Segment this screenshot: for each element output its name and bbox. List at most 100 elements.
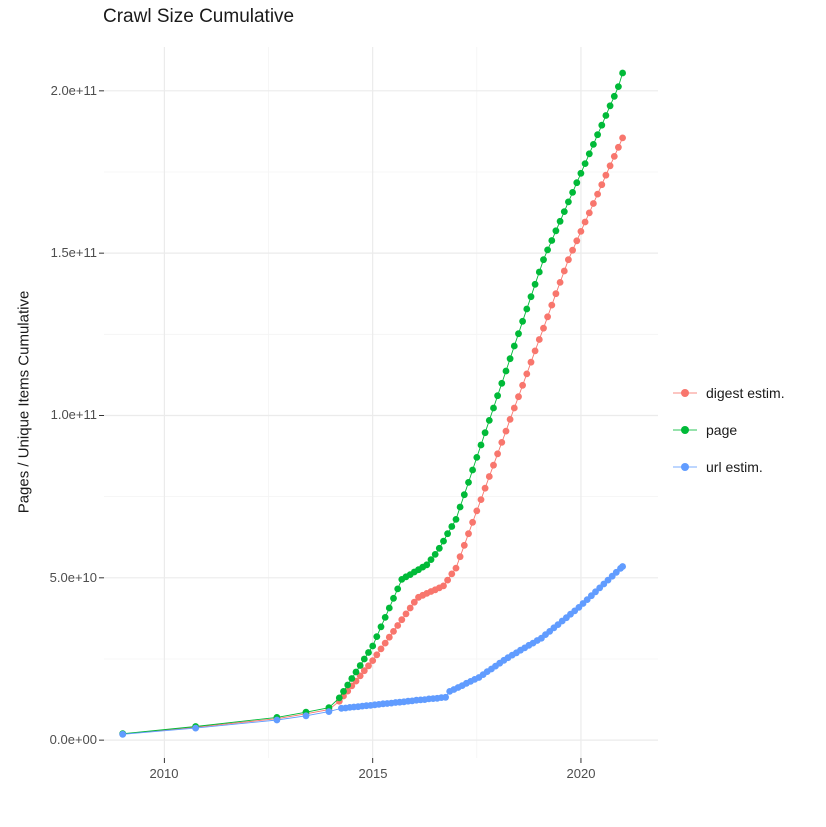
- y-tick-label-2: 1.0e+11: [50, 407, 97, 422]
- data-point-page: [535, 268, 543, 276]
- data-point-page: [569, 189, 576, 196]
- data-point-page: [602, 112, 610, 119]
- x-tick-label-2020: 2020: [566, 766, 596, 781]
- data-point-url-estim: [119, 730, 127, 738]
- data-point-digest-estim: [606, 162, 614, 170]
- data-point-page: [594, 131, 601, 139]
- data-point-digest-estim: [552, 290, 560, 298]
- data-point-digest-estim: [548, 301, 556, 309]
- data-point-digest-estim: [510, 404, 518, 412]
- legend-label-url-estim: url estim.: [706, 458, 763, 475]
- data-point-digest-estim: [544, 313, 551, 321]
- data-point-url-estim: [192, 724, 200, 732]
- y-axis-title: Pages / Unique Items Cumulative: [15, 290, 33, 514]
- data-point-page: [544, 246, 551, 254]
- data-point-digest-estim: [531, 347, 539, 355]
- data-point-digest-estim: [460, 541, 468, 549]
- data-point-digest-estim: [481, 484, 489, 492]
- y-tick-label-4: 2.0e+11: [50, 83, 97, 98]
- data-point-digest-estim: [381, 639, 389, 647]
- data-point-digest-estim: [602, 171, 610, 179]
- data-point-digest-estim: [377, 645, 385, 653]
- data-point-page: [390, 594, 397, 602]
- data-point-digest-estim: [385, 633, 393, 641]
- data-point-digest-estim: [569, 246, 576, 254]
- data-point-digest-estim: [527, 358, 535, 366]
- legend-label-page: page: [706, 421, 738, 438]
- data-point-digest-estim: [590, 200, 597, 207]
- data-point-digest-estim: [448, 570, 456, 578]
- data-point-page: [531, 280, 539, 288]
- data-point-page: [356, 662, 364, 669]
- data-point-digest-estim: [398, 616, 406, 624]
- data-point-url-estim: [619, 563, 626, 570]
- data-point-page: [548, 237, 556, 244]
- chart-title: Crawl Size Cumulative: [103, 6, 295, 27]
- data-point-page: [473, 454, 481, 461]
- data-point-digest-estim: [452, 564, 460, 572]
- data-point-digest-estim: [565, 256, 572, 264]
- data-point-page: [385, 604, 393, 612]
- data-point-page: [573, 179, 581, 187]
- legend-key-page-icon: [673, 425, 697, 434]
- data-point-digest-estim: [473, 507, 481, 515]
- data-point-digest-estim: [469, 518, 476, 526]
- data-point-page: [465, 479, 472, 486]
- data-point-page: [565, 198, 572, 206]
- legend-item-url-estim: url estim.: [672, 448, 785, 485]
- data-point-page: [381, 614, 389, 621]
- data-point-digest-estim: [556, 279, 564, 286]
- data-point-page: [435, 544, 443, 552]
- data-point-digest-estim: [598, 181, 606, 189]
- data-point-page: [394, 585, 402, 593]
- data-point-page: [448, 523, 456, 530]
- x-tick-label-2015: 2015: [358, 766, 388, 781]
- data-point-digest-estim: [490, 461, 497, 469]
- data-point-digest-estim: [360, 667, 368, 675]
- y-tick-label-3: 1.5e+11: [50, 245, 97, 260]
- data-point-digest-estim: [406, 604, 414, 612]
- data-point-digest-estim: [585, 209, 593, 217]
- data-point-digest-estim: [502, 427, 510, 435]
- data-point-digest-estim: [402, 610, 410, 618]
- data-point-page: [477, 441, 485, 449]
- data-point-page: [552, 227, 560, 235]
- data-point-digest-estim: [535, 336, 543, 343]
- data-point-page: [373, 633, 381, 640]
- chart-legend: digest estim. page url estim.: [672, 374, 785, 485]
- data-point-page: [619, 69, 626, 77]
- data-point-page: [481, 429, 489, 437]
- data-point-digest-estim: [573, 237, 581, 245]
- legend-item-digest-estim: digest estim.: [672, 374, 785, 411]
- data-point-page: [423, 561, 431, 569]
- data-point-digest-estim: [577, 228, 585, 235]
- data-point-page: [427, 556, 435, 563]
- data-point-page: [560, 208, 568, 216]
- data-point-digest-estim: [394, 622, 402, 629]
- data-point-page: [344, 681, 352, 689]
- data-point-page: [377, 623, 385, 631]
- data-point-page: [335, 694, 343, 702]
- data-point-url-estim: [273, 716, 281, 724]
- data-point-digest-estim: [369, 657, 377, 664]
- data-point-page: [490, 404, 497, 412]
- data-point-digest-estim: [615, 143, 622, 151]
- data-point-digest-estim: [519, 381, 526, 389]
- legend-label-digest-estim: digest estim.: [706, 384, 785, 401]
- data-point-page: [506, 355, 514, 363]
- data-point-digest-estim: [515, 393, 522, 401]
- data-point-page: [519, 317, 526, 325]
- data-point-digest-estim: [477, 496, 485, 503]
- data-point-digest-estim: [444, 576, 451, 584]
- data-point-page: [585, 150, 593, 158]
- data-point-page: [556, 217, 564, 225]
- data-point-page: [456, 503, 464, 511]
- data-point-page: [502, 367, 510, 375]
- data-point-page: [444, 530, 451, 538]
- data-point-digest-estim: [506, 416, 514, 423]
- data-point-page: [494, 392, 501, 400]
- data-point-page: [606, 102, 614, 110]
- data-point-digest-estim: [540, 324, 547, 332]
